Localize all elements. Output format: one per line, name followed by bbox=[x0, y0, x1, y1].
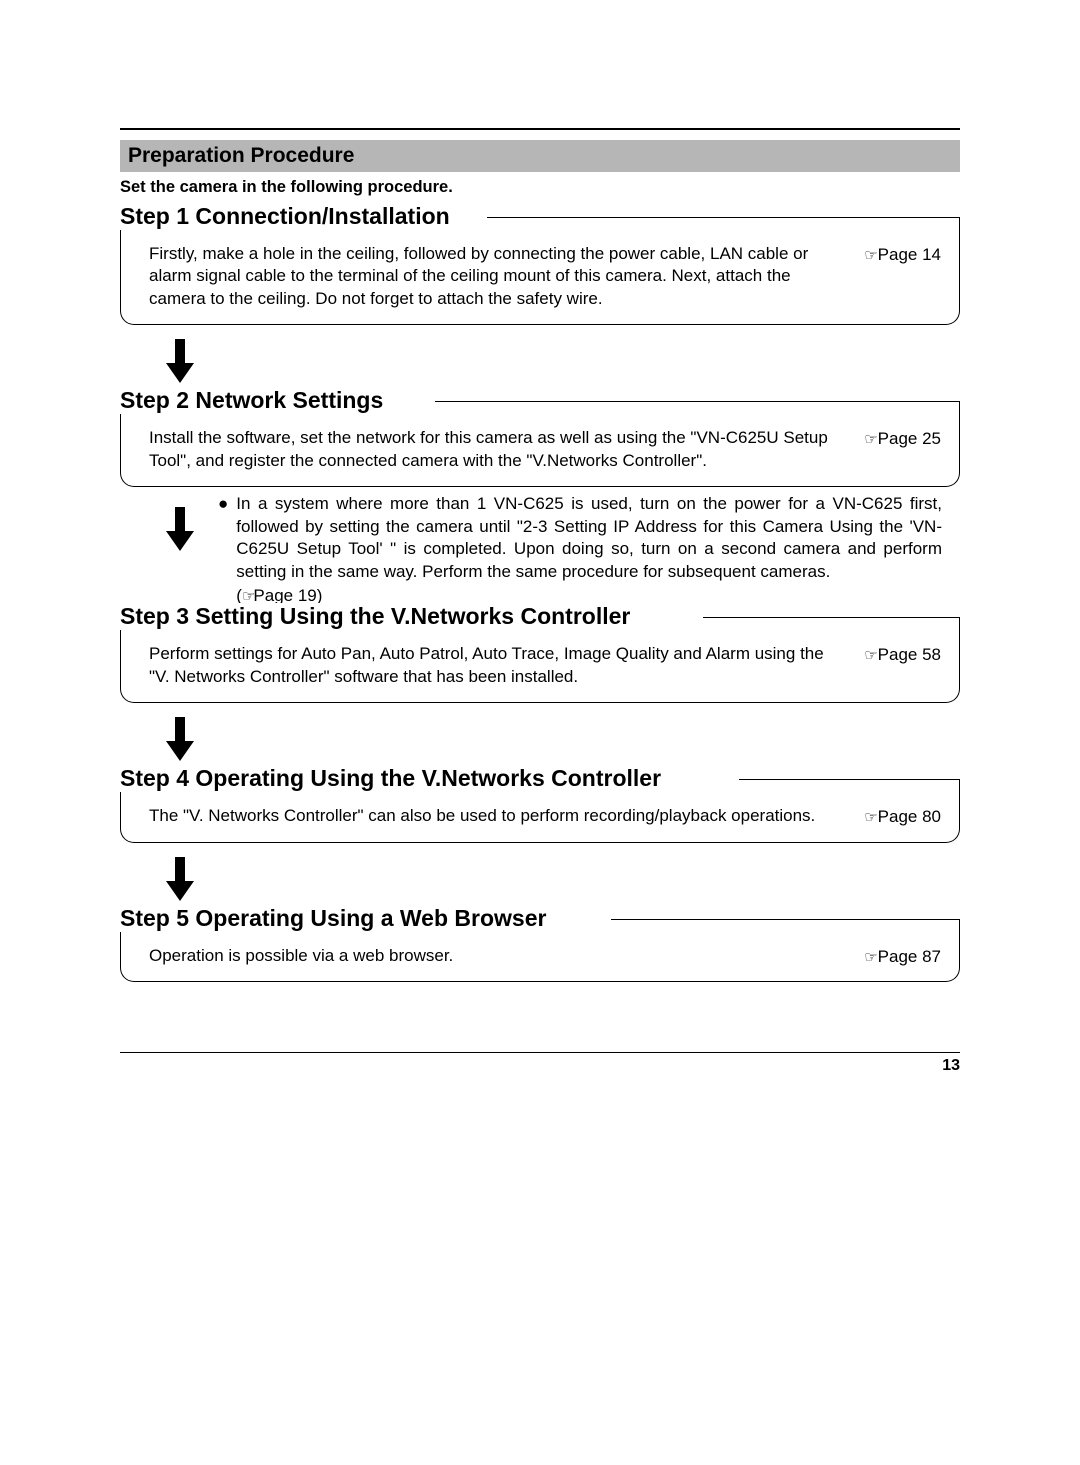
step-1-text: Firstly, make a hole in the ceiling, fol… bbox=[149, 243, 848, 310]
page-ref: ☞ Page 58 bbox=[864, 643, 941, 665]
step-5-text: Operation is possible via a web browser. bbox=[149, 945, 848, 967]
step-4-title: Step 4 Operating Using the V.Networks Co… bbox=[120, 765, 669, 792]
bottom-rule bbox=[120, 1052, 960, 1053]
step-1-box: Firstly, make a hole in the ceiling, fol… bbox=[120, 217, 960, 325]
page-ref-icon: ☞ bbox=[864, 808, 875, 826]
step-4-text: The "V. Networks Controller" can also be… bbox=[149, 805, 848, 827]
step-1-block: Step 1 Connection/Installation Firstly, … bbox=[120, 217, 960, 325]
page-ref-label: Page 80 bbox=[878, 807, 941, 827]
page-ref-icon: ☞ bbox=[864, 430, 875, 448]
page-ref-icon: ☞ bbox=[864, 646, 875, 664]
down-arrow-icon bbox=[166, 339, 960, 383]
page-ref-icon: ☞ bbox=[864, 948, 875, 966]
page-ref-label: Page 58 bbox=[878, 645, 941, 665]
step-body: Firstly, make a hole in the ceiling, fol… bbox=[149, 243, 941, 310]
down-arrow-icon bbox=[166, 717, 960, 761]
step-3-title: Step 3 Setting Using the V.Networks Cont… bbox=[120, 603, 638, 630]
step-2-title: Step 2 Network Settings bbox=[120, 387, 391, 414]
step-4-block: Step 4 Operating Using the V.Networks Co… bbox=[120, 779, 960, 842]
page-ref: ☞ Page 87 bbox=[864, 945, 941, 967]
note-body: In a system where more than 1 VN-C625 is… bbox=[236, 494, 942, 580]
step-1-title: Step 1 Connection/Installation bbox=[120, 203, 458, 230]
page-ref: ☞ Page 14 bbox=[864, 243, 941, 265]
step-body: Install the software, set the network fo… bbox=[149, 427, 941, 472]
page-ref: ☞ Page 25 bbox=[864, 427, 941, 449]
step-5-block: Step 5 Operating Using a Web Browser Ope… bbox=[120, 919, 960, 982]
page-ref-label: Page 25 bbox=[878, 429, 941, 449]
step-5-title: Step 5 Operating Using a Web Browser bbox=[120, 905, 554, 932]
document-page: Preparation Procedure Set the camera in … bbox=[120, 128, 960, 1075]
page-number: 13 bbox=[120, 1057, 960, 1075]
note-text: ● In a system where more than 1 VN-C625 … bbox=[218, 493, 960, 607]
page-ref-label: Page 19 bbox=[253, 586, 316, 605]
top-rule bbox=[120, 128, 960, 130]
step-body: The "V. Networks Controller" can also be… bbox=[149, 805, 941, 827]
step-body: Perform settings for Auto Pan, Auto Patr… bbox=[149, 643, 941, 688]
bullet-icon: ● bbox=[218, 493, 228, 607]
section-heading: Preparation Procedure bbox=[120, 140, 960, 172]
step-3-text: Perform settings for Auto Pan, Auto Patr… bbox=[149, 643, 848, 688]
step-body: Operation is possible via a web browser.… bbox=[149, 945, 941, 967]
down-arrow-icon bbox=[166, 507, 194, 556]
page-ref-label: Page 14 bbox=[878, 245, 941, 265]
step-2-block: Step 2 Network Settings Install the soft… bbox=[120, 401, 960, 487]
step-3-block: Step 3 Setting Using the V.Networks Cont… bbox=[120, 617, 960, 703]
down-arrow-icon bbox=[166, 857, 960, 901]
section-subhead: Set the camera in the following procedur… bbox=[120, 178, 960, 197]
page-ref-icon: ☞ bbox=[864, 246, 875, 264]
page-ref-icon: ☞ bbox=[242, 588, 253, 605]
page-ref-label: Page 87 bbox=[878, 947, 941, 967]
note-row: ● In a system where more than 1 VN-C625 … bbox=[120, 493, 960, 607]
step-2-text: Install the software, set the network fo… bbox=[149, 427, 848, 472]
page-ref: ☞ Page 80 bbox=[864, 805, 941, 827]
